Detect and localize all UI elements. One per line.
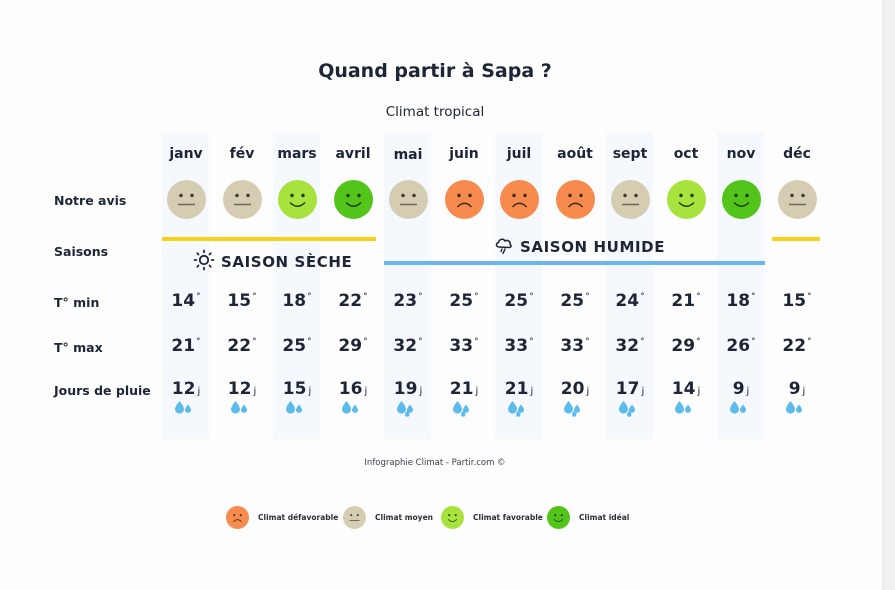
tmax-value: 29° xyxy=(338,336,368,356)
row-label-seasons: Saisons xyxy=(54,244,109,259)
legend-face-icon xyxy=(343,506,366,529)
rain-drops-icon xyxy=(730,401,760,417)
tmin-value: 15° xyxy=(227,291,257,311)
legend-face-icon xyxy=(226,506,249,529)
tmax-value: 22° xyxy=(227,336,257,356)
rain-drops-icon xyxy=(453,401,483,417)
rain-days-value: 20 j xyxy=(560,379,590,399)
rating-face-icon xyxy=(555,180,595,219)
rating-face-icon xyxy=(777,180,817,219)
tmin-value: 18° xyxy=(726,291,756,311)
tmin-value: 22° xyxy=(338,291,368,311)
rain-drops-icon xyxy=(286,401,316,417)
tmin-value: 21° xyxy=(671,291,701,311)
month-label: sept xyxy=(612,146,648,162)
rain-drops-icon xyxy=(342,401,372,417)
rating-face-icon xyxy=(721,180,761,219)
month-label: avril xyxy=(335,146,371,162)
rain-cloud-icon xyxy=(494,235,514,259)
month-label: août xyxy=(557,146,593,162)
vertical-scrollbar[interactable] xyxy=(882,0,895,590)
tmin-value: 25° xyxy=(560,291,590,311)
month-label: juil xyxy=(506,146,532,162)
wet-season-label: SAISON HUMIDE xyxy=(494,235,665,259)
rating-face-icon xyxy=(222,180,262,219)
rain-drops-icon xyxy=(619,401,649,417)
rating-face-icon xyxy=(499,180,539,219)
legend-item: Climat favorable xyxy=(441,506,543,529)
month-label: fév xyxy=(229,146,255,162)
month-label: mai xyxy=(393,147,423,163)
rain-drops-icon xyxy=(786,401,816,417)
month-label: juin xyxy=(449,146,479,162)
tmax-value: 26° xyxy=(726,336,756,356)
rain-days-value: 12 j xyxy=(227,379,257,399)
rating-face-icon xyxy=(444,180,484,219)
tmin-value: 18° xyxy=(282,291,312,311)
legend-item: Climat défavorable xyxy=(226,506,338,529)
rain-days-value: 21 j xyxy=(504,379,534,399)
rain-drops-icon xyxy=(508,401,538,417)
rating-face-icon xyxy=(666,180,706,219)
tmin-value: 14° xyxy=(171,291,201,311)
rain-days-value: 16 j xyxy=(338,379,368,399)
tmin-value: 23° xyxy=(393,291,423,311)
legend-item: Climat moyen xyxy=(343,506,433,529)
tmax-value: 25° xyxy=(282,336,312,356)
rating-face-icon xyxy=(166,180,206,219)
tmax-value: 29° xyxy=(671,336,701,356)
tmax-value: 22° xyxy=(782,336,812,356)
month-label: déc xyxy=(783,146,811,162)
month-label: janv xyxy=(169,146,203,162)
page-title: Quand partir à Sapa ? xyxy=(318,60,552,82)
credit-text: Infographie Climat - Partir.com © xyxy=(364,458,506,468)
rain-drops-icon xyxy=(564,401,594,417)
tmax-value: 32° xyxy=(393,336,423,356)
rain-days-value: 15 j xyxy=(282,379,312,399)
tmax-value: 33° xyxy=(504,336,534,356)
dry-season-bar-dec xyxy=(772,237,820,241)
tmin-value: 15° xyxy=(782,291,812,311)
row-label-rain: Jours de pluie xyxy=(54,383,151,398)
rain-drops-icon xyxy=(175,401,205,417)
rating-face-icon xyxy=(610,180,650,219)
rain-drops-icon xyxy=(675,401,705,417)
wet-season-bar xyxy=(384,261,765,265)
tmin-value: 24° xyxy=(615,291,645,311)
rain-days-value: 21 j xyxy=(449,379,479,399)
rain-days-value: 19 j xyxy=(393,379,423,399)
legend-face-icon xyxy=(547,506,570,529)
sun-icon xyxy=(193,249,215,275)
rain-days-value: 14 j xyxy=(671,379,701,399)
tmin-value: 25° xyxy=(504,291,534,311)
rain-days-value: 12 j xyxy=(171,379,201,399)
rating-face-icon xyxy=(333,180,373,219)
dry-season-bar xyxy=(162,237,376,241)
climate-type: Climat tropical xyxy=(385,104,485,120)
rating-face-icon xyxy=(388,180,428,219)
rain-drops-icon xyxy=(231,401,261,417)
tmax-value: 32° xyxy=(615,336,645,356)
tmax-value: 33° xyxy=(560,336,590,356)
row-label-tmin: T° min xyxy=(54,295,100,310)
row-label-tmax: T° max xyxy=(54,340,103,355)
month-label: oct xyxy=(673,146,699,162)
legend-item: Climat idéal xyxy=(547,506,629,529)
row-label-rating: Notre avis xyxy=(54,193,127,208)
rain-drops-icon xyxy=(397,401,427,417)
month-label: mars xyxy=(277,146,317,162)
legend-face-icon xyxy=(441,506,464,529)
tmin-value: 25° xyxy=(449,291,479,311)
dry-season-label: SAISON SÈCHE xyxy=(193,249,352,275)
rain-days-value: 17 j xyxy=(615,379,645,399)
tmax-value: 33° xyxy=(449,336,479,356)
tmax-value: 21° xyxy=(171,336,201,356)
rating-face-icon xyxy=(277,180,317,219)
month-label: nov xyxy=(726,146,756,162)
